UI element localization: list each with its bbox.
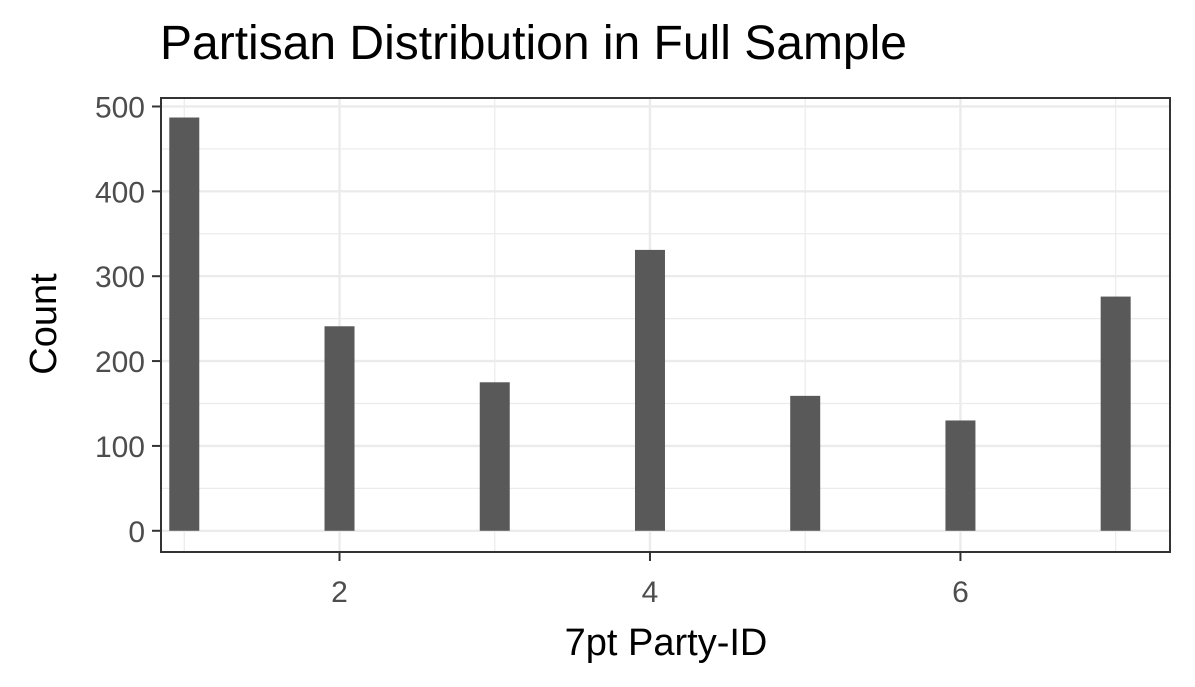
y-tick-label: 500 — [95, 91, 145, 124]
y-tick-label: 300 — [95, 261, 145, 294]
x-axis-title: 7pt Party-ID — [565, 622, 768, 664]
bar-7 — [1100, 296, 1131, 531]
bar-5 — [790, 395, 821, 531]
panel-border — [160, 97, 1171, 553]
y-tick-label: 400 — [95, 176, 145, 209]
y-tick-label: 100 — [95, 431, 145, 464]
bar-3 — [479, 382, 510, 531]
plot-panel — [161, 98, 1170, 552]
grid-lines — [161, 98, 1170, 552]
x-tick-label: 6 — [952, 576, 969, 609]
bar-1 — [169, 117, 200, 531]
x-axis: 2 4 6 — [331, 552, 969, 609]
bar-2 — [324, 326, 355, 531]
y-axis-title: Count — [23, 273, 65, 375]
y-tick-label: 200 — [95, 346, 145, 379]
bars — [169, 117, 1131, 531]
x-tick-label: 4 — [642, 576, 659, 609]
bar-6 — [945, 420, 976, 531]
chart-title: Partisan Distribution in Full Sample — [160, 17, 907, 70]
bar-4 — [634, 249, 665, 531]
y-axis: 0 100 200 300 400 500 — [95, 91, 161, 549]
x-tick-label: 2 — [331, 576, 348, 609]
y-tick-label: 0 — [128, 516, 145, 549]
